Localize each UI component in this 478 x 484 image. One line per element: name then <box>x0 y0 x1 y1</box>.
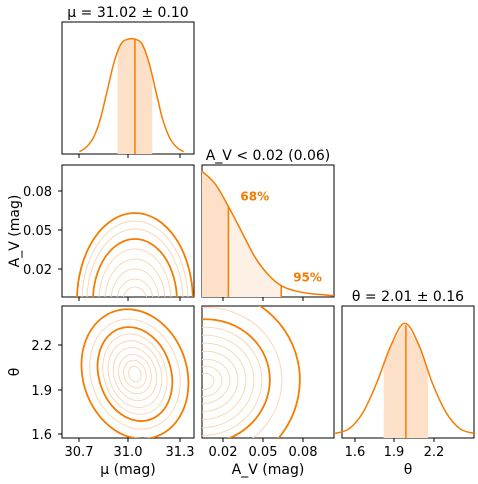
mu-av-contour-level <box>76 212 194 297</box>
mu-x-tick-label: 30.7 <box>65 445 94 460</box>
panel-av-theta-frame <box>201 305 335 439</box>
y-tick-marks <box>58 190 62 435</box>
mu-x-tick-label: 31.3 <box>166 445 195 460</box>
mu-theta-contours <box>80 308 190 438</box>
mu-theta-contour-density <box>102 333 168 415</box>
av-marginal-curve <box>201 170 335 297</box>
av-theta-contour-level <box>202 318 271 438</box>
mu-marginal-title: μ = 31.02 ± 0.10 <box>67 5 188 21</box>
x-tick-marks <box>78 438 435 442</box>
av-theta-contour-density <box>202 306 283 438</box>
av-x-tick-label: 0.08 <box>289 445 318 460</box>
mu-marginal-curve <box>78 37 185 153</box>
mu-theta-contour-density <box>123 359 147 389</box>
mu-av-contour-density <box>86 228 184 297</box>
av-theta-contour-density <box>202 342 247 421</box>
av-marginal-68-band <box>202 171 229 297</box>
annotation-68: 68% <box>240 189 269 203</box>
mu-av-contour-density <box>81 220 189 297</box>
av-x-tick-label: 0.02 <box>209 445 238 460</box>
av-theta-contour-density <box>202 372 215 391</box>
mu-av-contours <box>76 212 194 297</box>
av-theta-contour-density <box>202 358 231 405</box>
mu-av-contour-density <box>104 258 166 297</box>
mu-x-tick-label: 31.0 <box>114 445 143 460</box>
av-y-tick-label: 0.05 <box>23 224 52 239</box>
av-ylabel: A_V (mag) <box>7 195 23 268</box>
mu-av-contour-level <box>92 238 178 297</box>
av-y-tick-label: 0.02 <box>23 263 52 278</box>
mu-theta-contour-density <box>89 318 181 430</box>
theta-ylabel: θ <box>7 368 23 377</box>
theta-x-tick-label: 1.6 <box>345 445 366 460</box>
mu-av-contour-density <box>110 268 160 297</box>
mu-xlabel: μ (mag) <box>100 462 155 478</box>
theta-marginal-title: θ = 2.01 ± 0.16 <box>352 289 464 305</box>
av-marginal-95-band <box>228 206 282 297</box>
mu-av-contour-density <box>98 248 172 297</box>
av-y-tick-label: 0.08 <box>23 185 52 200</box>
theta-y-tick-label: 1.9 <box>31 384 52 399</box>
annotation-95: 95% <box>293 271 322 285</box>
theta-x-tick-label: 2.2 <box>424 445 445 460</box>
mu-theta-contour-level <box>80 308 190 438</box>
mu-theta-contour-density <box>118 353 152 395</box>
av-theta-contour-density <box>202 350 239 413</box>
inner-x-tick-marks <box>78 154 304 301</box>
av-xlabel: A_V (mag) <box>232 462 305 478</box>
theta-marginal-curve <box>334 322 475 435</box>
mu-av-contour-density <box>116 278 154 297</box>
theta-xlabel: θ <box>404 462 413 478</box>
av-x-tick-label: 0.05 <box>249 445 278 460</box>
mu-theta-contour-density <box>107 340 163 408</box>
theta-y-tick-label: 2.2 <box>31 339 52 354</box>
mu-theta-contour-density <box>128 365 142 383</box>
av-theta-contour-density <box>202 326 263 437</box>
av-theta-contour-density <box>202 365 223 398</box>
av-theta-contour-level <box>202 306 301 438</box>
av-theta-contours <box>202 306 301 438</box>
mu-theta-contour-density <box>112 347 158 402</box>
av-marginal-title: A_V < 0.02 (0.06) <box>206 148 331 164</box>
theta-y-tick-label: 1.6 <box>31 428 52 443</box>
theta-x-tick-label: 1.9 <box>384 445 405 460</box>
mu-av-contour-density <box>122 286 147 297</box>
plot-layer: 68% 95% <box>76 37 475 438</box>
av-theta-contour-density <box>202 334 255 429</box>
mu-theta-contour-level <box>96 326 174 422</box>
